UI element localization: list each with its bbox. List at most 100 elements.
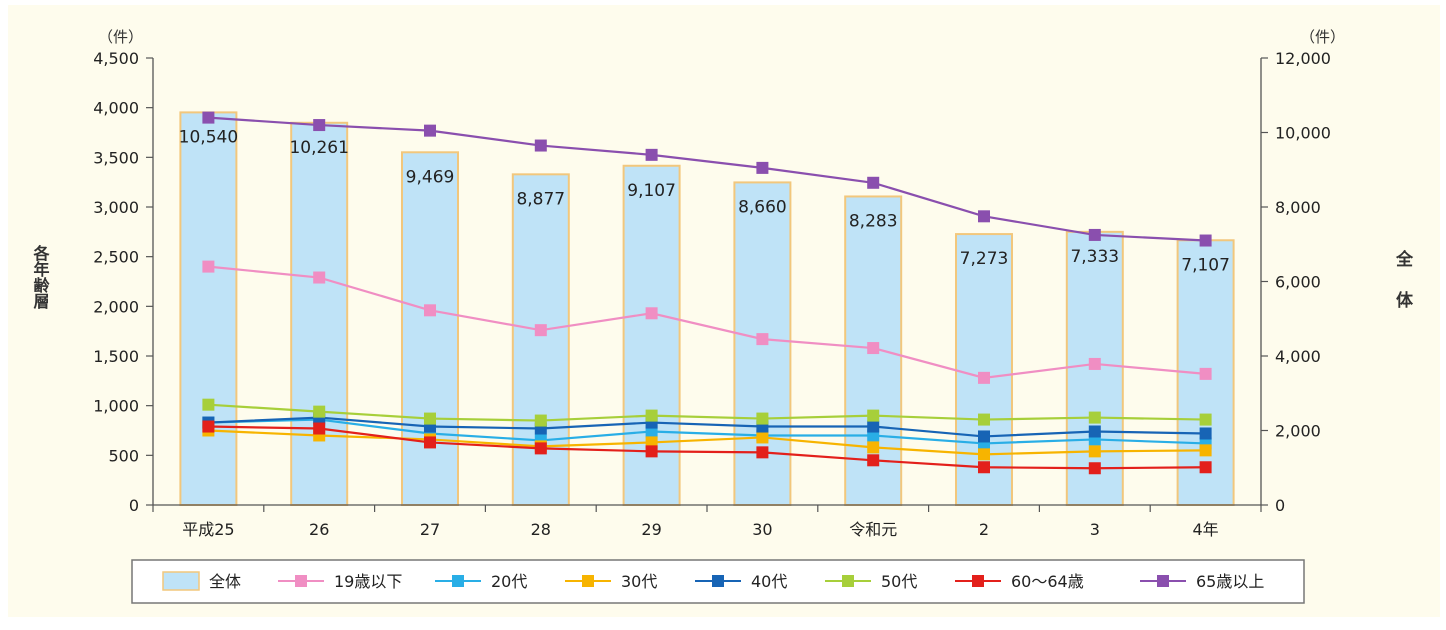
series-4-point-8 — [1088, 411, 1101, 424]
series-0-point-8 — [1088, 357, 1101, 370]
series-0-point-2 — [424, 304, 436, 317]
left-tick-label-3: 1,500 — [93, 347, 139, 366]
bar-label-3: 8,877 — [516, 189, 565, 209]
x-tick-label-1: 26 — [309, 520, 329, 539]
legend-label-3: 30代 — [621, 572, 657, 591]
left-tick-label-2: 1,000 — [93, 397, 139, 416]
series-5-point-4 — [645, 445, 658, 458]
series-4-point-3 — [534, 414, 547, 427]
right-tick-label-1: 2,000 — [1275, 422, 1321, 441]
left-tick-label-9: 4,500 — [93, 49, 139, 68]
series-5-point-3 — [534, 442, 547, 455]
series-5-point-6 — [867, 454, 880, 467]
bar-total-0 — [179, 111, 238, 506]
legend-swatch-0 — [162, 571, 200, 591]
series-0-point-4 — [645, 307, 658, 320]
series-3-point-7 — [978, 430, 990, 443]
left-axis-title: 各年齢層 — [31, 244, 51, 310]
legend-label-2: 20代 — [491, 572, 527, 591]
series-0-point-7 — [978, 371, 990, 384]
bar-label-8: 7,333 — [1070, 247, 1119, 267]
right-axis-title: 全体 — [1392, 249, 1414, 332]
legend-label-7: 65歳以上 — [1196, 572, 1264, 591]
series-5-point-2 — [424, 436, 436, 449]
series-6-point-2 — [424, 124, 436, 137]
series-6-point-0 — [202, 111, 215, 124]
series-6-point-5 — [756, 161, 769, 174]
series-0-point-0 — [202, 260, 215, 273]
series-2-point-9 — [1199, 444, 1212, 457]
ticks-layer: 0 500 1,000 1,500 2,000 2,500 3,000 3,500 4,000 4… — [93, 49, 1331, 539]
right-tick-label-5: 10,000 — [1275, 124, 1331, 143]
series-line-5 — [208, 425, 1206, 470]
series-5-point-9 — [1199, 461, 1212, 474]
series-2-point-5 — [756, 431, 769, 444]
series-line-0 — [208, 265, 1206, 379]
series-2-point-6 — [867, 441, 880, 454]
series-3-point-6 — [867, 420, 880, 433]
bar-label-9: 7,107 — [1181, 255, 1230, 275]
right-tick-label-6: 12,000 — [1275, 49, 1331, 68]
x-tick-label-2: 27 — [420, 520, 440, 539]
series-line-2 — [208, 429, 1206, 456]
x-tick-label-3: 28 — [531, 520, 551, 539]
x-tick-label-8: 3 — [1090, 520, 1100, 539]
series-4-point-4 — [645, 409, 658, 422]
left-tick-label-0: 0 — [129, 496, 139, 515]
series-line-3 — [208, 416, 1206, 438]
bar-total-1 — [290, 121, 349, 507]
right-axis-unit: （件） — [1300, 28, 1345, 46]
right-tick-label-4: 8,000 — [1275, 198, 1321, 217]
legend: 全体 19歳以下 20代 30代 40代 50代 60～64歳 65歳以上 — [131, 559, 1305, 604]
series-4-point-2 — [424, 412, 436, 425]
left-tick-label-7: 3,500 — [93, 148, 139, 167]
bar-label-2: 9,469 — [406, 167, 455, 187]
left-tick-label-5: 2,500 — [93, 248, 139, 267]
series-0-point-3 — [534, 324, 547, 337]
series-0-point-6 — [867, 342, 880, 355]
series-6-point-6 — [867, 176, 880, 189]
series-4-point-1 — [313, 405, 326, 418]
series-5-point-7 — [978, 461, 990, 474]
legend-label-6: 60～64歳 — [1011, 572, 1084, 591]
series-4-point-9 — [1199, 413, 1212, 426]
legend-label-5: 50代 — [881, 572, 917, 591]
bar-label-0: 10,540 — [179, 127, 238, 147]
series-line-4 — [208, 403, 1206, 422]
series-6-point-3 — [534, 139, 547, 152]
bar-label-7: 7,273 — [960, 249, 1009, 269]
left-tick-label-1: 500 — [108, 446, 139, 465]
series-line-6 — [208, 116, 1206, 242]
x-tick-label-5: 30 — [752, 520, 772, 539]
legend-marker-2 — [452, 575, 464, 587]
legend-label-1: 19歳以下 — [334, 572, 402, 591]
x-tick-label-0: 平成25 — [182, 520, 234, 539]
x-tick-label-9: 4年 — [1193, 520, 1219, 539]
bar-label-6: 8,283 — [849, 211, 898, 231]
series-4-point-0 — [202, 398, 215, 411]
series-3-point-9 — [1199, 427, 1212, 440]
bar-label-5: 8,660 — [738, 197, 787, 217]
x-tick-label-6: 令和元 — [849, 520, 897, 539]
series-5-point-0 — [202, 420, 215, 433]
left-tick-label-4: 2,000 — [93, 297, 139, 316]
legend-marker-6 — [972, 575, 984, 587]
series-2-point-8 — [1088, 445, 1101, 458]
bar-total-2 — [401, 151, 459, 506]
bar-label-4: 9,107 — [627, 181, 676, 201]
series-2-point-7 — [978, 448, 990, 461]
x-tick-label-7: 2 — [979, 520, 989, 539]
bar-labels-layer: 10,540 10,261 9,469 8,877 9,107 8,660 8,283 7,2… — [179, 127, 1230, 275]
bar-label-1: 10,261 — [289, 138, 348, 158]
series-3-point-8 — [1088, 425, 1101, 438]
series-line-1 — [208, 418, 1206, 445]
series-0-point-5 — [756, 333, 769, 346]
series-4-point-5 — [756, 412, 769, 425]
series-5-point-5 — [756, 446, 769, 459]
series-6-point-4 — [645, 148, 658, 161]
series-6-point-7 — [978, 210, 990, 223]
legend-marker-5 — [842, 575, 854, 587]
legend-marker-7 — [1157, 575, 1169, 587]
